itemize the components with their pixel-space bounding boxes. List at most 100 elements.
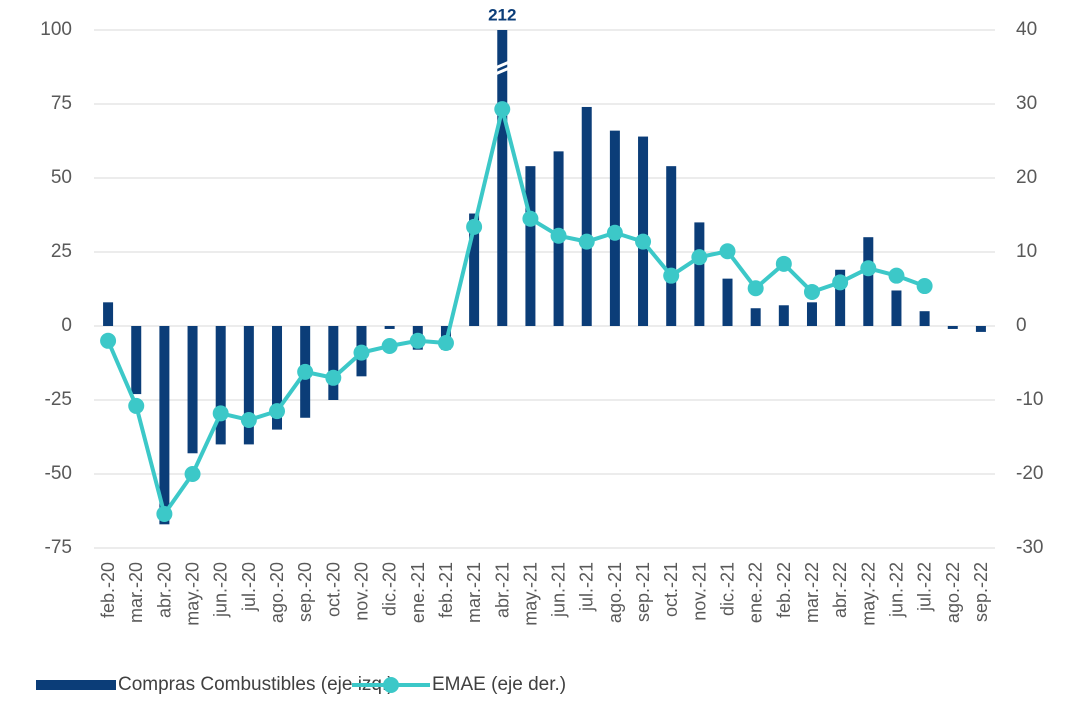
legend-label: Compras Combustibles (eje izq.) <box>118 674 394 695</box>
marker <box>635 233 652 250</box>
x-tick-label: ene.-22 <box>746 562 766 623</box>
marker <box>325 369 342 386</box>
x-tick-label: dic.-20 <box>380 562 400 616</box>
bar <box>722 278 733 326</box>
bar <box>159 326 170 525</box>
axis-break <box>494 66 510 76</box>
marker <box>100 332 117 349</box>
marker <box>747 280 764 297</box>
x-tick-label: feb.-21 <box>436 562 456 618</box>
y-tick-label: 0 <box>61 315 72 336</box>
legend-label: EMAE (eje der.) <box>432 674 566 695</box>
bar <box>778 305 789 326</box>
bar <box>947 326 958 329</box>
marker <box>297 363 314 380</box>
y-tick-label: 50 <box>51 167 72 188</box>
marker <box>578 233 595 250</box>
bar <box>835 269 846 326</box>
bar <box>103 302 114 326</box>
y-tick-label: -50 <box>45 463 72 484</box>
marker <box>184 466 201 482</box>
marker <box>269 403 286 420</box>
y-tick-label: -75 <box>45 537 72 558</box>
y-tick-label: 100 <box>40 19 72 40</box>
x-tick-label: nov.-20 <box>351 562 371 621</box>
bar <box>328 326 339 400</box>
y-tick-label: -25 <box>45 389 72 410</box>
marker <box>550 227 567 244</box>
bar <box>891 290 902 326</box>
x-tick-label: feb.-20 <box>98 562 118 618</box>
marker <box>663 267 680 284</box>
x-tick-label: ago.-20 <box>267 562 287 623</box>
bar <box>525 166 536 326</box>
x-tick-label: mar.-20 <box>126 562 146 623</box>
x-tick-label: sep.-21 <box>633 562 653 622</box>
x-tick-label: jun.-22 <box>886 562 906 618</box>
marker <box>916 278 933 295</box>
marker <box>409 332 426 349</box>
marker <box>494 101 511 118</box>
bar <box>581 106 592 327</box>
x-tick-label: ene.-21 <box>408 562 428 623</box>
y-tick-label: 25 <box>51 241 72 262</box>
marker <box>353 344 370 361</box>
x-tick-label: oct.-21 <box>661 562 681 617</box>
x-tick-label: feb.-22 <box>774 562 794 618</box>
bar <box>750 308 761 326</box>
bar <box>666 166 677 326</box>
x-tick-label: jul.-20 <box>239 562 259 612</box>
x-tick-label: jul.-22 <box>915 562 935 612</box>
bar <box>215 326 226 445</box>
x-tick-label: jul.-21 <box>577 562 597 612</box>
marker <box>803 283 820 300</box>
y2-tick-label: -20 <box>1016 463 1043 484</box>
y2-tick-label: 30 <box>1016 93 1037 114</box>
x-tick-label: ago.-22 <box>943 562 963 623</box>
y2-tick-label: 0 <box>1016 315 1027 336</box>
marker <box>888 267 905 284</box>
bar <box>638 136 649 326</box>
x-tick-label: nov.-21 <box>689 562 709 621</box>
x-tick-label: jun.-20 <box>211 562 231 618</box>
legend-swatch <box>383 677 399 693</box>
x-tick-label: dic.-21 <box>718 562 738 616</box>
x-tick-label: may.-20 <box>183 562 203 626</box>
data-label: 212 <box>488 5 516 24</box>
bar <box>384 326 395 329</box>
x-tick-label: abr.-22 <box>830 562 850 618</box>
x-tick-label: mar.-21 <box>464 562 484 623</box>
x-tick-label: oct.-20 <box>323 562 343 617</box>
x-tick-label: ago.-21 <box>605 562 625 623</box>
marker <box>832 274 849 291</box>
x-tick-label: abr.-21 <box>492 562 512 618</box>
line <box>106 108 926 519</box>
marker <box>775 255 792 272</box>
bar <box>863 237 874 326</box>
marker <box>212 405 229 422</box>
y2-tick-label: -10 <box>1016 389 1043 410</box>
x-tick-label: sep.-20 <box>295 562 315 622</box>
marker <box>691 249 708 266</box>
bar <box>187 326 198 454</box>
bar <box>469 213 480 326</box>
y2-tick-label: 40 <box>1016 19 1037 40</box>
x-tick-label: jun.-21 <box>549 562 569 618</box>
bar <box>497 30 508 326</box>
marker <box>381 337 398 354</box>
legend-swatch <box>36 680 116 690</box>
y2-tick-label: -30 <box>1016 537 1043 558</box>
marker <box>240 411 257 428</box>
marker <box>606 224 623 241</box>
x-tick-label: abr.-20 <box>154 562 174 618</box>
x-tick-label: may.-21 <box>520 562 540 626</box>
x-tick-label: sep.-22 <box>971 562 991 622</box>
marker <box>522 210 539 227</box>
bar <box>243 326 254 445</box>
bar <box>272 326 283 430</box>
marker <box>860 260 877 277</box>
marker <box>156 505 173 522</box>
marker <box>437 335 454 352</box>
bar <box>131 326 142 395</box>
